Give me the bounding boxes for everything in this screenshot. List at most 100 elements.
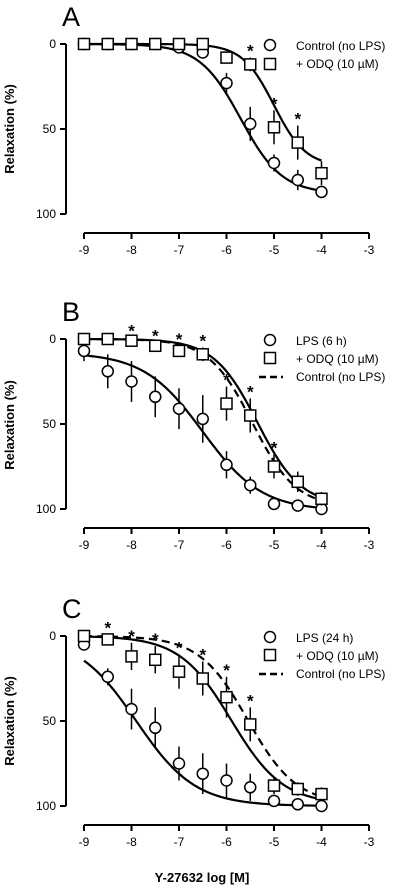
x-tick-label: -9: [79, 538, 90, 552]
legend-label: Control (no LPS): [296, 667, 385, 681]
panel-label: C: [62, 594, 82, 624]
data-point-circle: [125, 375, 138, 388]
data-point-circle: [244, 478, 257, 492]
significance-asterisk: *: [247, 42, 254, 61]
data-point-square: [125, 334, 138, 347]
data-point-circle: [267, 497, 281, 511]
y-axis-title: Relaxation (%): [2, 676, 17, 766]
fit-curve: [84, 42, 322, 162]
legend-label: + ODQ (10 µM): [296, 352, 379, 366]
legend-label: + ODQ (10 µM): [296, 649, 379, 663]
data-point-square: [172, 37, 186, 51]
data-point-square: [172, 665, 186, 678]
data-point-square: [291, 136, 304, 149]
data-point-square: [101, 332, 114, 346]
data-point-square: [291, 782, 304, 796]
y-tick-label: 100: [36, 207, 56, 221]
data-point-circle: [244, 781, 257, 794]
x-tick-label: -4: [316, 538, 327, 552]
data-point-circle: [267, 794, 281, 808]
data-point-circle: [291, 173, 304, 187]
x-tick-label: -3: [364, 538, 375, 552]
significance-asterisk: *: [199, 332, 206, 351]
significance-asterisk: *: [104, 618, 111, 637]
x-tick-label: -7: [174, 243, 185, 257]
data-point-circle: [125, 702, 138, 716]
panel-a: A Relaxation (%) Control (no LPS) + ODQ …: [2, 2, 385, 257]
data-point-circle: [172, 402, 186, 415]
panel-c: C Relaxation (%) LPS (24 h) + ODQ (10 µM…: [2, 594, 385, 885]
significance-asterisk: *: [247, 691, 254, 710]
significance-asterisk: *: [271, 439, 278, 458]
legend-circle-marker: [263, 333, 277, 347]
data-point-circle: [220, 458, 233, 472]
legend-circle-marker: [263, 630, 277, 644]
legend-entry: + ODQ (10 µM): [263, 648, 379, 663]
significance-asterisk: *: [247, 383, 254, 402]
data-point-square: [267, 779, 281, 792]
x-tick-label: -8: [126, 835, 137, 849]
data-point-circle: [196, 412, 209, 426]
y-axis-title: Relaxation (%): [2, 84, 17, 174]
x-tick-label: -5: [269, 538, 280, 552]
legend-label: LPS (24 h): [296, 631, 353, 645]
y-tick-label: 50: [43, 417, 57, 431]
data-point-circle: [172, 757, 186, 770]
legend-entry: + ODQ (10 µM): [263, 57, 379, 71]
data-point-square: [149, 653, 162, 667]
data-point-circle: [101, 670, 114, 684]
data-point-circle: [244, 117, 257, 131]
legend-entry: Control (no LPS): [263, 38, 385, 53]
data-point-circle: [101, 365, 114, 378]
x-tick-label: -3: [364, 835, 375, 849]
x-tick-label: -6: [221, 538, 232, 552]
x-tick-label: -4: [316, 243, 327, 257]
data-point-square: [220, 51, 233, 64]
data-point-square: [244, 718, 257, 731]
legend-entry: Control (no LPS): [259, 667, 385, 681]
y-tick-label: 0: [49, 332, 56, 346]
significance-asterisk: *: [223, 661, 230, 680]
x-tick-label: -4: [316, 835, 327, 849]
significance-asterisk: *: [199, 646, 206, 665]
y-tick-label: 100: [36, 799, 56, 813]
legend-square-marker: [263, 648, 277, 662]
significance-asterisk: *: [128, 321, 135, 340]
x-tick-label: -6: [221, 835, 232, 849]
legend: LPS (24 h) + ODQ (10 µM) Control (no LPS…: [259, 630, 385, 681]
data-point-square: [125, 37, 138, 51]
legend-entry: LPS (6 h): [263, 333, 347, 348]
data-point-square: [244, 409, 257, 422]
significance-asterisk: *: [294, 110, 301, 129]
significance-asterisk: *: [271, 94, 278, 113]
data-point-square: [125, 650, 138, 663]
data-point-circle: [196, 767, 209, 780]
y-tick-label: 50: [43, 122, 57, 136]
fit-curve-dashed: [83, 635, 322, 798]
data-point-circle: [267, 156, 281, 170]
x-axis-title: Y-27632 log [M]: [155, 870, 250, 885]
data-point-square: [220, 690, 233, 704]
y-axis-title: Relaxation (%): [2, 380, 17, 470]
data-point-square: [196, 37, 209, 51]
data-point-square: [149, 339, 162, 353]
data-point-circle: [77, 344, 91, 358]
legend-entry: Control (no LPS): [259, 370, 385, 384]
data-point-square: [172, 344, 186, 358]
significance-asterisk: *: [176, 330, 183, 349]
significance-asterisk: *: [176, 639, 183, 658]
x-tick-label: -8: [126, 538, 137, 552]
data-point-square: [220, 397, 233, 410]
data-point-square: [77, 37, 91, 51]
data-point-square: [77, 332, 91, 346]
legend-label: LPS (6 h): [296, 334, 347, 348]
y-tick-label: 100: [36, 502, 56, 516]
data-point-square: [101, 37, 114, 51]
significance-asterisk: *: [223, 371, 230, 390]
significance-asterisk: *: [152, 326, 159, 345]
x-tick-label: -7: [174, 835, 185, 849]
x-tick-label: -5: [269, 835, 280, 849]
data-point-square: [149, 37, 162, 51]
legend-label: Control (no LPS): [296, 370, 385, 384]
